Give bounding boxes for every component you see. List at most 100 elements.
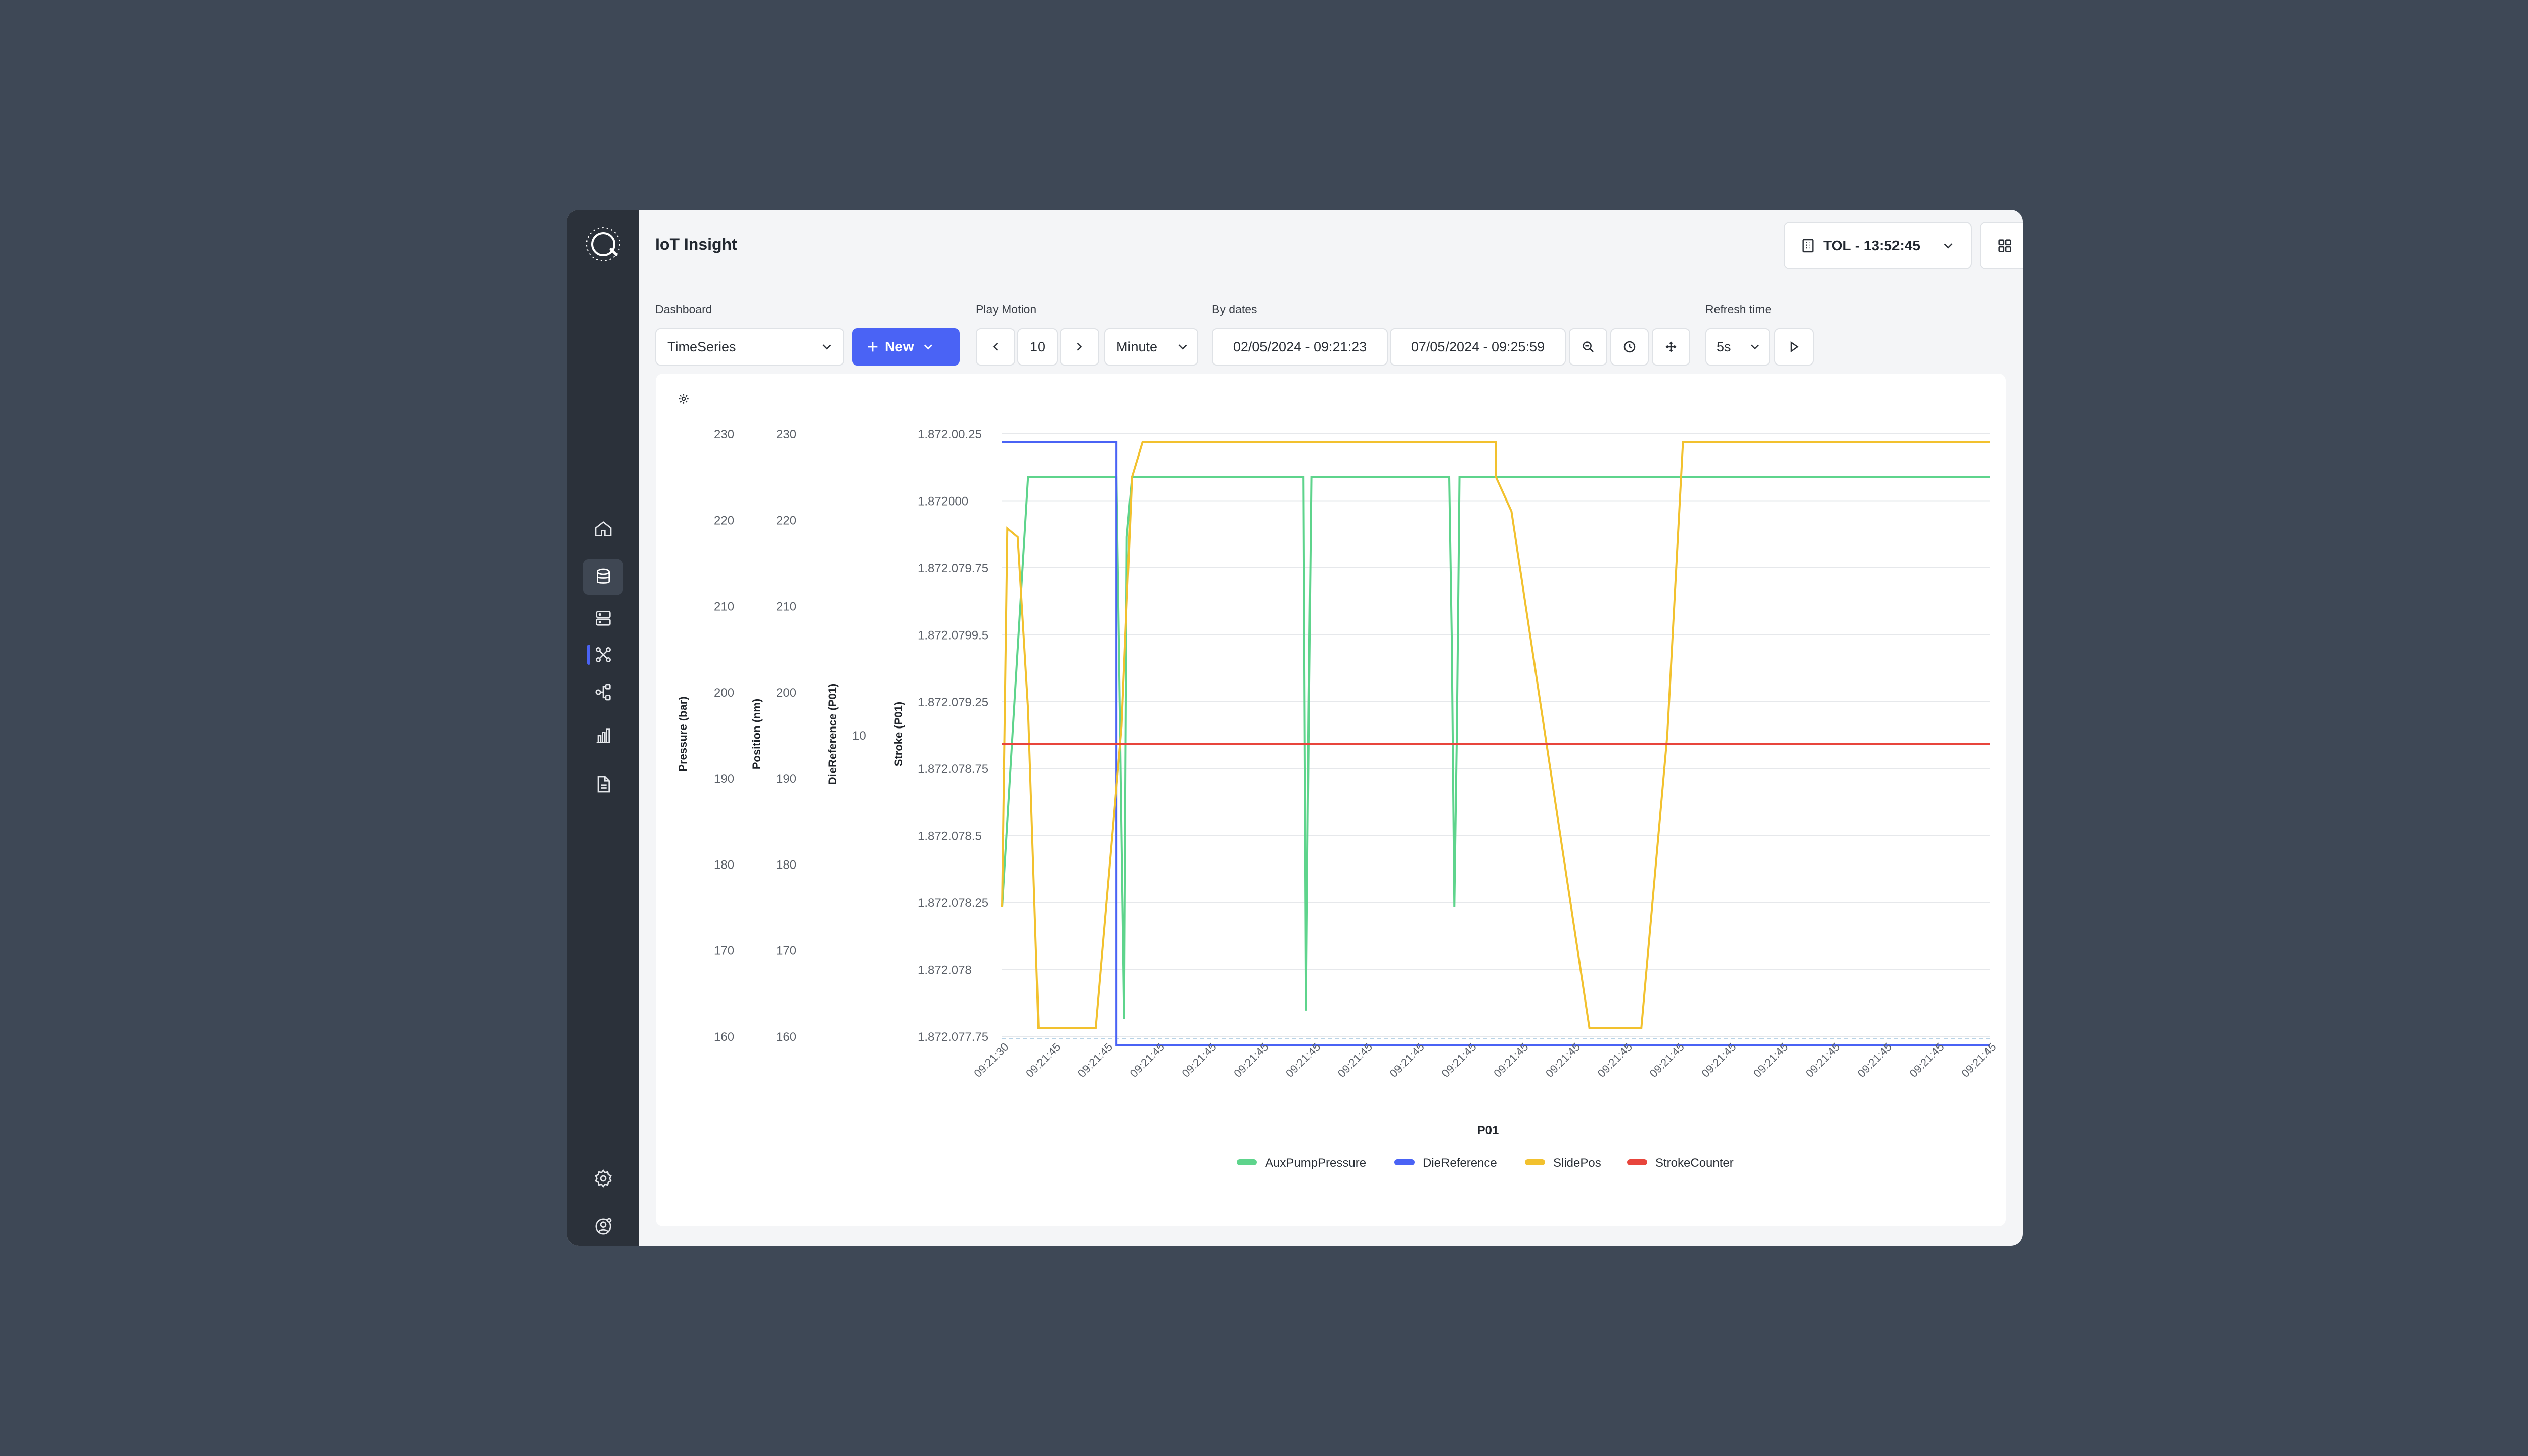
dashboard-select[interactable]: TimeSeries [655,328,844,366]
legend-swatch [1237,1159,1257,1165]
chevron-down-icon [1940,238,1956,253]
date-from-value: 02/05/2024 - 09:21:23 [1233,339,1367,354]
play-step-input[interactable]: 10 [1017,328,1058,366]
pressure-tick-label: 220 [714,514,734,527]
series-SlidePos [1001,441,1990,1029]
position-tick-label: 200 [776,686,796,700]
zoom-out-button[interactable] [1569,328,1607,366]
stroke-axis-title: Stroke (P01) [892,702,905,766]
pressure-tick-label: 170 [714,944,734,958]
stroke-tick-label: 1.872.079.25 [918,696,988,709]
x-tick-label: 09:21:45 [1699,1040,1738,1080]
x-tick-label: 09:21:45 [1231,1040,1271,1080]
new-label: New [885,339,914,354]
chevron-down-icon [1748,340,1762,354]
dashboard-value: TimeSeries [667,339,736,354]
new-dashboard-button[interactable]: New [852,328,960,366]
molecule-icon[interactable] [583,636,623,673]
next-button[interactable] [1060,328,1099,366]
refresh-time-label: Refresh time [1705,303,1772,316]
legend-swatch [1627,1159,1647,1165]
stroke-tick-label: 1.872000 [918,494,968,508]
user-settings-icon[interactable] [583,1208,623,1245]
stroke-tick-label: 1.872.079.75 [918,562,988,575]
clock-button[interactable] [1610,328,1649,366]
legend-swatch [1525,1159,1545,1165]
legend-label: SlidePos [1553,1156,1601,1170]
zoom-out-icon [1583,341,1594,352]
pressure-tick-label: 200 [714,686,734,700]
database-icon[interactable] [583,559,623,595]
diereference-tick-label: 10 [852,729,866,743]
pressure-tick-label: 210 [714,600,734,614]
play-icon [1790,341,1799,353]
settings-icon[interactable] [583,1160,623,1197]
workflow-icon[interactable] [583,674,623,710]
chart-card [656,374,2006,1226]
x-axis-label: P01 [1477,1124,1499,1138]
diereference-axis-title: DieReference (P01) [826,684,839,785]
x-axis: 09:21:30 09:21:45 09:21:45 09:21:45 09:21:45… [971,1040,1998,1080]
x-tick-label: 09:21:30 [971,1040,1011,1080]
chevron-down-icon [1175,339,1190,354]
x-tick-label: 09:21:45 [1751,1040,1790,1080]
x-tick-label: 09:21:45 [1595,1040,1635,1080]
position-tick-label: 230 [776,428,796,441]
pressure-tick-label: 180 [714,858,734,872]
refresh-select[interactable]: 5s [1705,328,1770,366]
time-label: TOL - 13:52:45 [1823,238,1920,253]
grid-view-button[interactable] [1980,222,2023,269]
unit-select[interactable]: Minute [1104,328,1198,366]
position-tick-label: 210 [776,600,796,614]
document-icon[interactable] [583,766,623,802]
unit-value: Minute [1116,339,1158,354]
pressure-tick-label: 230 [714,428,734,441]
x-tick-label: 09:21:45 [1959,1040,1998,1080]
chart-axes: 1.872.00.25 1.872000 1.872.079.75 1.872.079… [676,428,988,1044]
time-selector[interactable]: TOL - 13:52:45 [1784,222,1972,269]
date-from-input[interactable]: 02/05/2024 - 09:21:23 [1212,328,1388,366]
date-to-input[interactable]: 07/05/2024 - 09:25:59 [1390,328,1566,366]
stroke-tick-label: 1.872.078 [918,964,972,977]
bar-chart-icon[interactable] [583,717,623,754]
header: IoT Insight TOL - 13:52:45 [639,210,2023,284]
sidebar [567,210,639,1246]
x-tick-label: 09:21:45 [1075,1040,1115,1080]
stroke-tick-label: 1.872.0799.5 [918,628,988,642]
stroke-tick-label: 1.872.00.25 [918,428,982,441]
x-tick-label: 09:21:45 [1127,1040,1167,1080]
dashboard-label: Dashboard [655,303,712,316]
x-tick-label: 09:21:45 [1543,1040,1583,1080]
position-tick-label: 170 [776,944,796,958]
home-icon[interactable] [583,511,623,547]
grid-icon [1998,239,2011,252]
legend-label: AuxPumpPressure [1265,1156,1366,1170]
position-tick-label: 180 [776,858,796,872]
chart-series [1001,441,1990,1046]
legend-swatch [1394,1159,1415,1165]
legend-label: StrokeCounter [1655,1156,1734,1170]
date-to-value: 07/05/2024 - 09:25:59 [1411,339,1545,354]
logo-icon[interactable] [583,224,623,264]
x-tick-label: 09:21:45 [1283,1040,1323,1080]
chart-legend: AuxPumpPressure DieReference SlidePos Strok… [1237,1156,1734,1170]
chart-settings-icon[interactable] [674,390,693,408]
refresh-value: 5s [1717,339,1731,354]
page-title: IoT Insight [655,235,737,253]
x-tick-label: 09:21:45 [1179,1040,1218,1080]
chevron-down-icon [921,340,935,354]
chart-grid [1002,433,1990,1039]
server-icon[interactable] [583,600,623,636]
play-motion-label: Play Motion [976,303,1037,316]
chevron-down-icon [819,339,834,354]
play-button[interactable] [1774,328,1814,366]
play-step-value: 10 [1029,339,1046,354]
position-tick-label: 190 [776,772,796,786]
chevron-left-icon [992,343,998,351]
previous-button[interactable] [976,328,1015,366]
pan-button[interactable] [1652,328,1690,366]
position-tick-label: 160 [776,1030,796,1044]
stroke-tick-label: 1.872.078.75 [918,762,988,776]
active-indicator [587,645,590,665]
